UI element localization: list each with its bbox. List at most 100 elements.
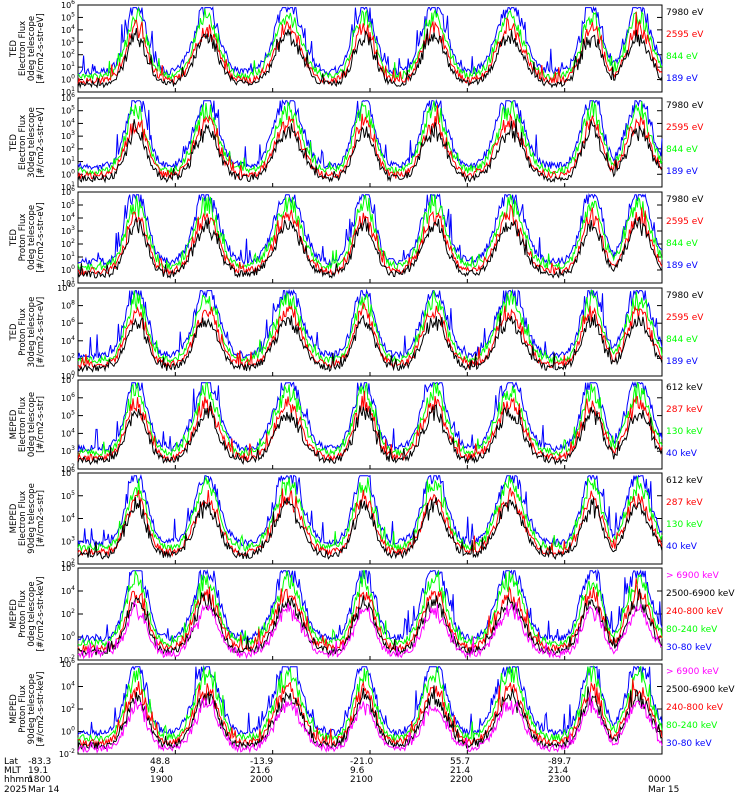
legend-entry: 40 keV (666, 449, 698, 459)
y-tick-label: 105 (61, 410, 75, 421)
series-magenta-line (77, 692, 663, 754)
panel-8: 10-2 100 102 104 106 MEPED Proton Flux 90deg te… (9, 658, 735, 759)
row-label: Lat (4, 757, 19, 767)
legend-entry: 189 eV (666, 167, 699, 177)
panel-6: 102 103 104 105 106 MEPED Electron Flux 90deg t… (9, 467, 703, 569)
legend-entry: 240-800 keV (666, 607, 724, 617)
y-label-line: Proton Flux (18, 308, 28, 356)
y-tick-label: 106 (61, 562, 75, 573)
x-axis-value: -13.9 (250, 757, 274, 767)
y-tick-label: 104 (61, 681, 75, 692)
series-green-line (77, 7, 663, 82)
y-label-line: TED (9, 228, 19, 247)
y-tick-label: 105 (61, 11, 75, 22)
legend-entry: 844 eV (666, 239, 699, 249)
y-tick-label: 105 (61, 199, 75, 210)
legend-entry: 844 eV (666, 52, 699, 62)
y-axis-label: MEPED Proton Flux 90deg telescope [#/cm2-s-… (9, 672, 46, 747)
series-blue-line (77, 568, 663, 644)
y-label-line: Electron Flux (18, 21, 28, 76)
x-axis-value: 1800 (28, 775, 51, 785)
y-tick-label: 108 (61, 300, 75, 311)
series-blue-line (77, 288, 663, 361)
legend-entry: 30-80 keV (666, 643, 712, 653)
panel-5: 102 103 104 105 106 107 MEPED Electron Flux 0deg… (9, 374, 703, 474)
legend-entry: 80-240 keV (666, 625, 718, 635)
series-red-line (77, 104, 663, 180)
y-tick-label: 10-2 (59, 654, 75, 665)
legend-entry: 80-240 keV (666, 721, 718, 731)
y-tick-label: 102 (61, 703, 75, 714)
x-axis-value: 2200 (450, 775, 473, 785)
y-tick-label: 102 (61, 463, 75, 474)
legend-entry: 30-80 keV (666, 739, 712, 749)
legend-entry: 240-800 keV (666, 703, 724, 713)
y-tick-label: 103 (61, 36, 75, 47)
y-tick-label: 101 (61, 251, 75, 262)
y-label-line: [#/cm2-s-str-eV] (36, 13, 46, 83)
y-axis-label: TED Electron Flux 30deg telescope [#/cm2-s-… (9, 107, 46, 178)
y-tick-label: 106 (61, 317, 75, 328)
x-axis-value: 2300 (548, 775, 571, 785)
y-tick-label: 107 (61, 374, 75, 385)
series-red-line (77, 487, 663, 558)
legend-entry: 7980 eV (666, 101, 704, 111)
series-blue-line (77, 193, 663, 267)
y-label-line: 0deg telescope (27, 392, 37, 457)
y-label-line: TED (9, 133, 19, 152)
x-axis-value: Mar 14 (28, 785, 60, 795)
y-label-line: Proton Flux (18, 590, 28, 638)
series-black-line (77, 685, 663, 751)
y-label-line: Electron Flux (18, 491, 28, 546)
series-blue-line (77, 381, 663, 453)
y-tick-label: 101 (61, 156, 75, 167)
y-tick-label: 104 (61, 427, 75, 438)
y-label-line: [#/cm2-s-str-eV] (36, 202, 46, 272)
series-red-line (78, 302, 663, 370)
legend-entry: 2500-6900 keV (666, 685, 735, 695)
legend-entry: 2595 eV (666, 313, 704, 323)
row-label: 2025 (4, 785, 27, 795)
x-axis-value: -89.7 (548, 757, 571, 767)
x-axis-value: -21.0 (350, 757, 374, 767)
y-tick-label: 106 (61, 92, 75, 103)
y-tick-label: 104 (61, 513, 75, 524)
series-green-line (77, 570, 663, 648)
y-label-line: TED (9, 39, 19, 58)
y-tick-label: 104 (61, 335, 75, 346)
series-black-line (77, 497, 663, 561)
y-label-line: MEPED (9, 694, 19, 724)
y-tick-label: 101 (61, 86, 75, 97)
legend-entry: 130 keV (666, 427, 703, 437)
series-red-line (77, 203, 663, 277)
panel-frame (77, 4, 663, 93)
legend-entry: 189 eV (666, 74, 699, 84)
legend-entry: 844 eV (666, 335, 699, 345)
series-blue-line (77, 98, 663, 172)
y-label-line: TED (9, 323, 19, 342)
y-axis-label: TED Proton Flux 30deg telescope [#/cm2-s-st… (9, 297, 46, 368)
series-green-line (77, 194, 663, 272)
y-tick-label: 106 (61, 392, 75, 403)
y-tick-label: 100 (61, 726, 75, 737)
y-tick-label: 106 (61, 658, 75, 669)
series-black-line (77, 313, 663, 373)
series-magenta-line (77, 599, 663, 660)
y-label-line: [#/cm2-s-str-keV] (36, 577, 46, 652)
legend-entry: 2595 eV (666, 217, 704, 227)
y-tick-label: 101 (61, 181, 75, 192)
x-axis-value: 2100 (350, 775, 373, 785)
legend-entry: 189 eV (666, 261, 699, 271)
y-label-line: MEPED (9, 599, 19, 629)
y-tick-label: 100 (61, 370, 75, 381)
legend-entry: > 6900 keV (666, 571, 720, 581)
y-tick-label: 104 (61, 24, 75, 35)
y-tick-label: 104 (61, 212, 75, 223)
y-tick-label: 100 (61, 631, 75, 642)
legend-entry: 7980 eV (666, 8, 704, 18)
y-axis-label: TED Electron Flux 0deg telescope [#/cm2-s-s… (9, 13, 46, 83)
series-black-line (77, 27, 663, 89)
